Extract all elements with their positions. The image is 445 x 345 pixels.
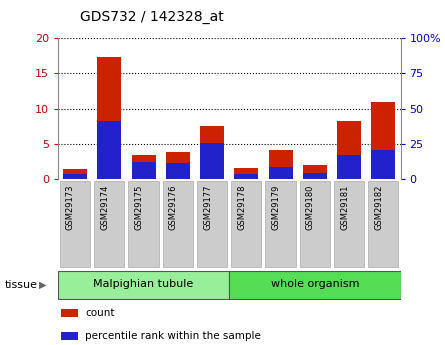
Bar (132, 162, 155, 179)
Bar (303, 165, 327, 179)
Bar (97, 57, 121, 179)
Bar (269, 150, 292, 179)
Text: GSM29175: GSM29175 (134, 185, 143, 230)
Text: GSM29181: GSM29181 (340, 185, 349, 230)
Bar (368, 181, 398, 267)
Text: Malpighian tubule: Malpighian tubule (93, 279, 194, 289)
Bar (63, 169, 87, 179)
Bar (61, 332, 78, 340)
Bar (166, 163, 190, 179)
Text: GSM29177: GSM29177 (203, 185, 212, 230)
Text: ▶: ▶ (39, 280, 47, 289)
Bar (303, 173, 327, 179)
Bar (63, 175, 87, 179)
Bar (235, 168, 258, 179)
Text: GDS732 / 142328_at: GDS732 / 142328_at (80, 10, 224, 24)
Bar (197, 181, 227, 267)
Bar (61, 309, 78, 317)
Bar (231, 181, 261, 267)
Text: GSM29176: GSM29176 (169, 185, 178, 230)
Bar (337, 155, 361, 179)
Text: GSM29178: GSM29178 (237, 185, 247, 230)
Bar (200, 126, 224, 179)
Text: count: count (85, 308, 115, 318)
Bar (372, 150, 395, 179)
Bar (163, 181, 193, 267)
Bar (269, 167, 292, 179)
Bar (337, 121, 361, 179)
Bar (94, 181, 124, 267)
Bar (166, 152, 190, 179)
Text: GSM29174: GSM29174 (100, 185, 109, 230)
Bar (60, 181, 90, 267)
Text: tissue: tissue (4, 280, 37, 289)
Text: GSM29180: GSM29180 (306, 185, 315, 230)
Bar (132, 155, 155, 179)
Bar (229, 270, 400, 298)
Text: GSM29182: GSM29182 (374, 185, 384, 230)
Bar (129, 181, 158, 267)
Text: whole organism: whole organism (271, 279, 359, 289)
Text: GSM29173: GSM29173 (66, 185, 75, 230)
Bar (235, 175, 258, 179)
Bar (200, 143, 224, 179)
Text: GSM29179: GSM29179 (271, 185, 281, 230)
Text: percentile rank within the sample: percentile rank within the sample (85, 331, 261, 341)
Bar (300, 181, 330, 267)
Bar (58, 270, 229, 298)
Bar (97, 121, 121, 179)
Bar (334, 181, 364, 267)
Bar (372, 101, 395, 179)
Bar (266, 181, 295, 267)
